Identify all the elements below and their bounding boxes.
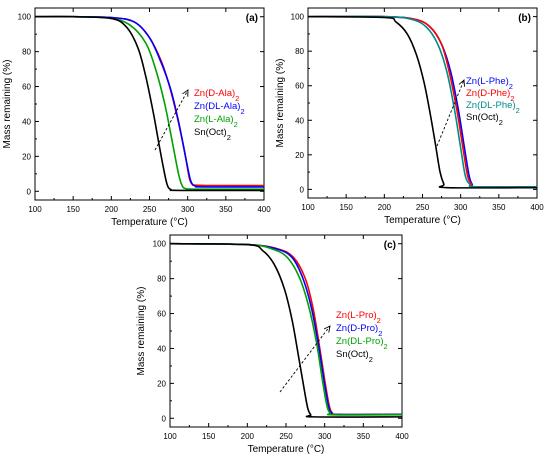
- chart-panel-c: 100 150 200 250 300 350 400 0 20 40 60 80 100 Tempera…: [136, 234, 409, 455]
- legend-entry-2: Zn(DL-Pro)2: [336, 336, 388, 351]
- y-tick-label: 100: [18, 13, 32, 22]
- x-tick-label: 400: [257, 205, 271, 214]
- trend-arrow: [436, 79, 465, 147]
- legend-entry-0: Zn(D-Ala)2: [194, 88, 239, 103]
- x-tick-label: 100: [163, 432, 177, 441]
- y-tick-label: 0: [27, 187, 32, 196]
- y-tick-label: 40: [22, 117, 31, 126]
- x-axis-label: Temperature (°C): [248, 444, 325, 455]
- legend-entry-1: Zn(D-Phe)2: [466, 88, 515, 103]
- panel-label: (c): [384, 240, 396, 251]
- y-tick-label: 40: [157, 344, 166, 353]
- y-tick-label: 0: [162, 414, 167, 423]
- y-axis-label: Mass remaining (%): [2, 60, 13, 149]
- x-tick-label: 350: [357, 432, 371, 441]
- y-tick-label: 20: [295, 151, 304, 160]
- legend-entry-1: Zn(DL-Ala)2: [194, 101, 245, 116]
- trend-arrow-head: [458, 79, 465, 87]
- y-tick-label: 60: [157, 310, 166, 319]
- series-line-3: [307, 15, 538, 189]
- x-tick-label: 100: [28, 205, 42, 214]
- x-tick-label: 400: [530, 203, 544, 212]
- trend-arrow-head: [323, 325, 331, 333]
- chart-panel-a: 100 150 200 250 300 350 400 0 20 40 60 80 100 Tempera…: [2, 7, 271, 228]
- legend-entry-3: Sn(Oct)2: [466, 112, 503, 127]
- y-tick-label: 100: [153, 240, 167, 249]
- x-tick-label: 150: [339, 203, 353, 212]
- x-tick-label: 300: [181, 205, 195, 214]
- trend-arrow-head: [182, 89, 189, 97]
- x-axis-label: Temperature (°C): [384, 215, 461, 226]
- y-tick-label: 20: [157, 379, 166, 388]
- x-tick-label: 300: [454, 203, 468, 212]
- trend-arrow: [279, 325, 331, 393]
- legend-entry-3: Sn(Oct)2: [336, 349, 373, 364]
- panel-label: (b): [518, 13, 531, 24]
- x-tick-label: 100: [301, 203, 315, 212]
- x-tick-label: 150: [66, 205, 80, 214]
- y-tick-label: 20: [22, 152, 31, 161]
- y-tick-label: 80: [295, 47, 304, 56]
- x-tick-label: 400: [395, 432, 409, 441]
- legend-entry-0: Zn(L-Phe)2: [466, 76, 513, 91]
- series-line-2: [307, 15, 538, 188]
- x-tick-label: 250: [143, 205, 157, 214]
- series-line-3: [169, 242, 403, 418]
- legend-entry-1: Zn(D-Pro)2: [336, 323, 382, 338]
- y-axis-label: Mass remaining (%): [136, 287, 147, 376]
- series-line-3: [34, 15, 265, 192]
- legend-entry-2: Zn(DL-Phe)2: [466, 100, 520, 115]
- y-tick-label: 40: [295, 116, 304, 125]
- x-tick-label: 200: [378, 203, 392, 212]
- x-tick-label: 300: [318, 432, 332, 441]
- panel-label: (a): [246, 13, 258, 24]
- y-tick-label: 80: [22, 48, 31, 57]
- x-tick-label: 350: [219, 205, 233, 214]
- chart-panel-b: 100 150 200 250 300 350 400 0 20 40 60 80 100 Tempera…: [275, 7, 544, 226]
- y-tick-label: 100: [291, 13, 305, 22]
- x-tick-label: 200: [105, 205, 119, 214]
- legend-entry-0: Zn(L-Pro)2: [336, 310, 381, 325]
- x-tick-label: 250: [416, 203, 430, 212]
- y-tick-label: 60: [22, 83, 31, 92]
- y-tick-label: 0: [300, 185, 305, 194]
- series-line-1: [34, 15, 265, 188]
- y-tick-label: 80: [157, 275, 166, 284]
- x-axis-label: Temperature (°C): [111, 217, 188, 228]
- x-tick-label: 350: [492, 203, 506, 212]
- legend-entry-2: Zn(L-Ala)2: [194, 114, 238, 129]
- series-line-1: [169, 242, 403, 416]
- series-line-2: [169, 242, 403, 416]
- x-tick-label: 150: [202, 432, 216, 441]
- legend-entry-3: Sn(Oct)2: [194, 127, 231, 142]
- x-tick-label: 250: [279, 432, 293, 441]
- x-tick-label: 200: [241, 432, 255, 441]
- y-tick-label: 60: [295, 82, 304, 91]
- y-axis-label: Mass remaining (%): [275, 59, 286, 148]
- trend-arrow: [154, 89, 189, 151]
